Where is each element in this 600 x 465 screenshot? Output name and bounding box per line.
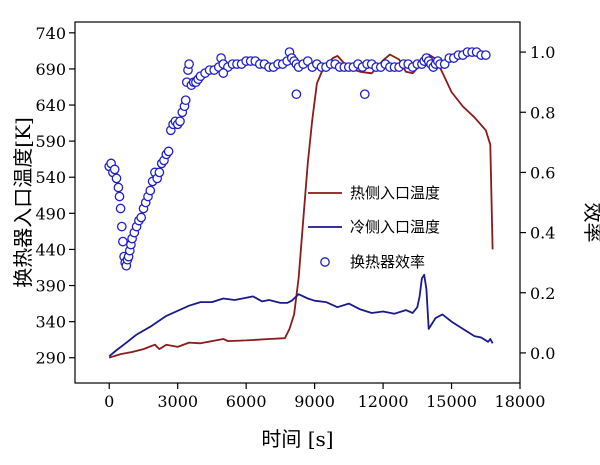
- scatter-point: [359, 89, 370, 100]
- legend: 热侧入口温度 冷侧入口温度 换热器效率: [308, 184, 440, 271]
- series-line-cold: [108, 273, 494, 357]
- scatter-point: [115, 203, 126, 214]
- ticks-layer: 0 3000 6000 9000 12000 15000 18000 290 340 390 440…: [35, 24, 555, 411]
- scatter-point: [163, 146, 174, 157]
- y-left-tick-label: 390: [35, 277, 66, 296]
- x-tick-label: 0: [104, 392, 114, 411]
- y-left-tick-label: 590: [35, 132, 66, 151]
- scatter-point: [111, 173, 122, 184]
- y-left-tick-label: 740: [35, 24, 66, 43]
- scatter-point: [480, 50, 491, 60]
- y-left-tick-label: 690: [35, 60, 66, 79]
- scatter-point: [118, 236, 128, 247]
- y-left-tick-label: 490: [35, 204, 66, 223]
- y-right-axis-title: 效率: [581, 203, 600, 243]
- scatter-point: [145, 185, 156, 196]
- series-scatter-efficiency: [104, 47, 491, 271]
- y-left-tick-label: 290: [35, 349, 66, 368]
- y-right-tick-label: 0.0: [530, 344, 555, 363]
- y-right-tick-label: 0.2: [530, 284, 555, 303]
- series-line-hot: [108, 53, 494, 359]
- legend-hot-label: 热侧入口温度: [350, 184, 440, 202]
- x-tick-label: 12000: [358, 392, 409, 411]
- x-tick-label: 6000: [226, 392, 267, 411]
- scatter-point: [175, 116, 185, 127]
- scatter-point: [180, 95, 191, 106]
- x-tick-label: 15000: [426, 392, 477, 411]
- y-right-tick-label: 0.4: [530, 224, 555, 243]
- scatter-point: [136, 212, 147, 223]
- scatter-point: [154, 167, 165, 178]
- y-right-tick-label: 0.6: [530, 163, 555, 182]
- x-tick-label: 18000: [495, 392, 546, 411]
- scatter-point: [291, 89, 302, 100]
- legend-efficiency-label: 换热器效率: [350, 253, 425, 271]
- scatter-point: [116, 221, 127, 232]
- x-tick-label: 9000: [294, 392, 335, 411]
- y-left-tick-label: 440: [35, 240, 66, 259]
- legend-efficiency-marker: [320, 257, 330, 267]
- y-right-tick-label: 0.8: [530, 103, 555, 122]
- y-left-tick-label: 340: [35, 313, 66, 332]
- y-left-tick-label: 640: [35, 96, 66, 115]
- y-left-tick-label: 540: [35, 168, 66, 187]
- scatter-point: [109, 164, 120, 175]
- legend-cold-label: 冷侧入口温度: [350, 218, 440, 236]
- plot-frame: [74, 21, 521, 384]
- scatter-point: [114, 191, 125, 202]
- y-right-tick-label: 1.0: [530, 43, 555, 62]
- series-layer: [104, 47, 494, 359]
- x-tick-label: 3000: [157, 392, 198, 411]
- x-axis-title: 时间 [s]: [261, 427, 333, 451]
- scatter-point: [184, 59, 194, 69]
- scatter-point: [113, 182, 124, 193]
- y-left-axis-title: 换热器入口温度[K]: [11, 117, 35, 288]
- scatter-point: [218, 68, 229, 78]
